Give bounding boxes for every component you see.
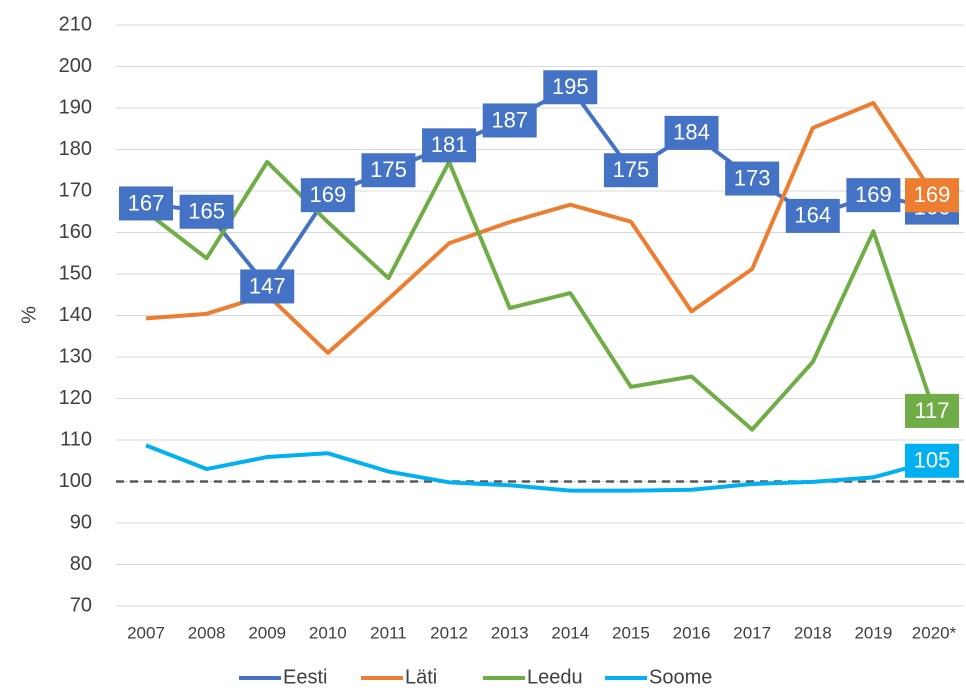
data-label: 173: [734, 165, 771, 190]
y-tick-label: 130: [59, 345, 92, 367]
y-tick-label: 180: [59, 138, 92, 160]
legend-label: Läti: [405, 666, 437, 688]
data-label-box: [300, 178, 355, 213]
data-label-box: [905, 393, 959, 428]
data-label-box: [603, 153, 658, 188]
y-tick-label: 120: [59, 387, 92, 409]
x-tick-label: 2012: [430, 623, 468, 642]
data-label: 175: [370, 157, 407, 182]
y-tick-label: 100: [59, 470, 92, 492]
data-label: 195: [552, 74, 589, 99]
y-tick-label: 150: [59, 262, 92, 284]
line-1: [145, 101, 936, 355]
data-label: 187: [491, 107, 528, 132]
data-label-box: [361, 153, 416, 188]
x-tick-label: 2008: [188, 623, 226, 642]
data-label-box: [240, 269, 295, 304]
legend-label: Soome: [649, 666, 712, 688]
legend-label: Leedu: [527, 666, 583, 688]
x-tick-label: 2015: [612, 623, 650, 642]
x-tick-label: 2016: [673, 623, 711, 642]
data-label-box: [664, 115, 719, 150]
data-label: 164: [794, 203, 831, 228]
y-tick-label: 190: [59, 96, 92, 118]
y-tick-label: 140: [59, 304, 92, 326]
data-label: 169: [914, 182, 951, 207]
data-label-box: [543, 70, 598, 105]
x-tick-label: 2017: [733, 623, 771, 642]
data-label: 105: [914, 448, 951, 473]
data-label: 165: [188, 199, 225, 224]
data-label-box: [846, 178, 901, 213]
data-label-box: [179, 194, 234, 229]
line-2: [144, 159, 936, 432]
y-tick-label: 170: [59, 179, 92, 201]
data-label: 169: [855, 182, 892, 207]
y-tick-label: 110: [60, 428, 92, 450]
data-label: 181: [431, 132, 468, 157]
data-label: 167: [128, 190, 165, 215]
line-0: [145, 85, 935, 289]
data-label: 117: [914, 398, 949, 423]
x-tick-label: 2009: [248, 623, 286, 642]
data-label-box: [905, 443, 959, 478]
y-tick-label: 90: [70, 511, 92, 533]
y-tick-label: 210: [59, 13, 92, 35]
line-3: [145, 443, 935, 493]
x-tick-label: 2010: [309, 623, 347, 642]
data-label-box: [119, 186, 173, 221]
data-label-box: [905, 178, 959, 213]
data-label: 169: [309, 182, 346, 207]
x-tick-label: 2018: [794, 623, 832, 642]
y-axis-label: %: [18, 306, 40, 324]
y-tick-label: 160: [59, 221, 92, 243]
x-tick-label: 2011: [370, 623, 407, 642]
data-label: 147: [249, 273, 286, 298]
legend-label: Eesti: [283, 666, 327, 688]
x-tick-label: 2020*: [912, 623, 957, 642]
x-tick-label: 2019: [854, 623, 892, 642]
data-label-box: [725, 161, 780, 196]
x-tick-label: 2013: [491, 623, 529, 642]
data-label-box: [785, 198, 840, 233]
data-label-box: [422, 128, 477, 163]
x-tick-label: 2007: [127, 623, 165, 642]
data-label: 175: [613, 157, 650, 182]
y-tick-label: 80: [70, 553, 92, 575]
data-label: 184: [673, 120, 710, 145]
y-tick-label: 70: [70, 594, 92, 616]
data-label-box: [482, 103, 537, 138]
x-tick-label: 2014: [551, 623, 589, 642]
y-tick-label: 200: [59, 55, 92, 77]
